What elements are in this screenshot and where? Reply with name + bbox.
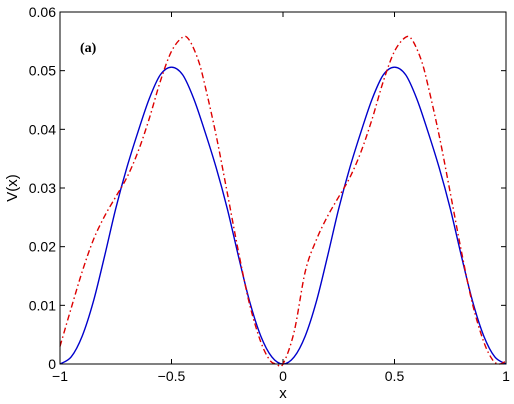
y-tick-label: 0.06 <box>29 4 56 20</box>
y-tick-label: 0.05 <box>29 63 56 79</box>
x-tick-label: −1 <box>52 368 68 384</box>
x-tick-label: 0 <box>279 368 287 384</box>
y-tick-label: 0 <box>48 356 56 372</box>
x-axis-label: x <box>279 385 287 402</box>
panel-label: (a) <box>80 41 97 56</box>
x-tick-label: −0.5 <box>158 368 186 384</box>
y-tick-label: 0.02 <box>29 239 56 255</box>
axis-ticks: −1 −0.5 0 0.5 1 0 0.01 0.02 0.03 0.04 0.05 0.06 <box>29 4 510 384</box>
y-tick-label: 0.01 <box>29 297 56 313</box>
plot-area-frame <box>59 11 507 365</box>
y-tick-label: 0.03 <box>29 180 56 196</box>
x-tick-label: 1 <box>502 368 510 384</box>
x-tick-label: 0.5 <box>385 368 405 384</box>
y-axis-label: V(x) <box>4 174 21 202</box>
y-tick-label: 0.04 <box>29 121 56 137</box>
